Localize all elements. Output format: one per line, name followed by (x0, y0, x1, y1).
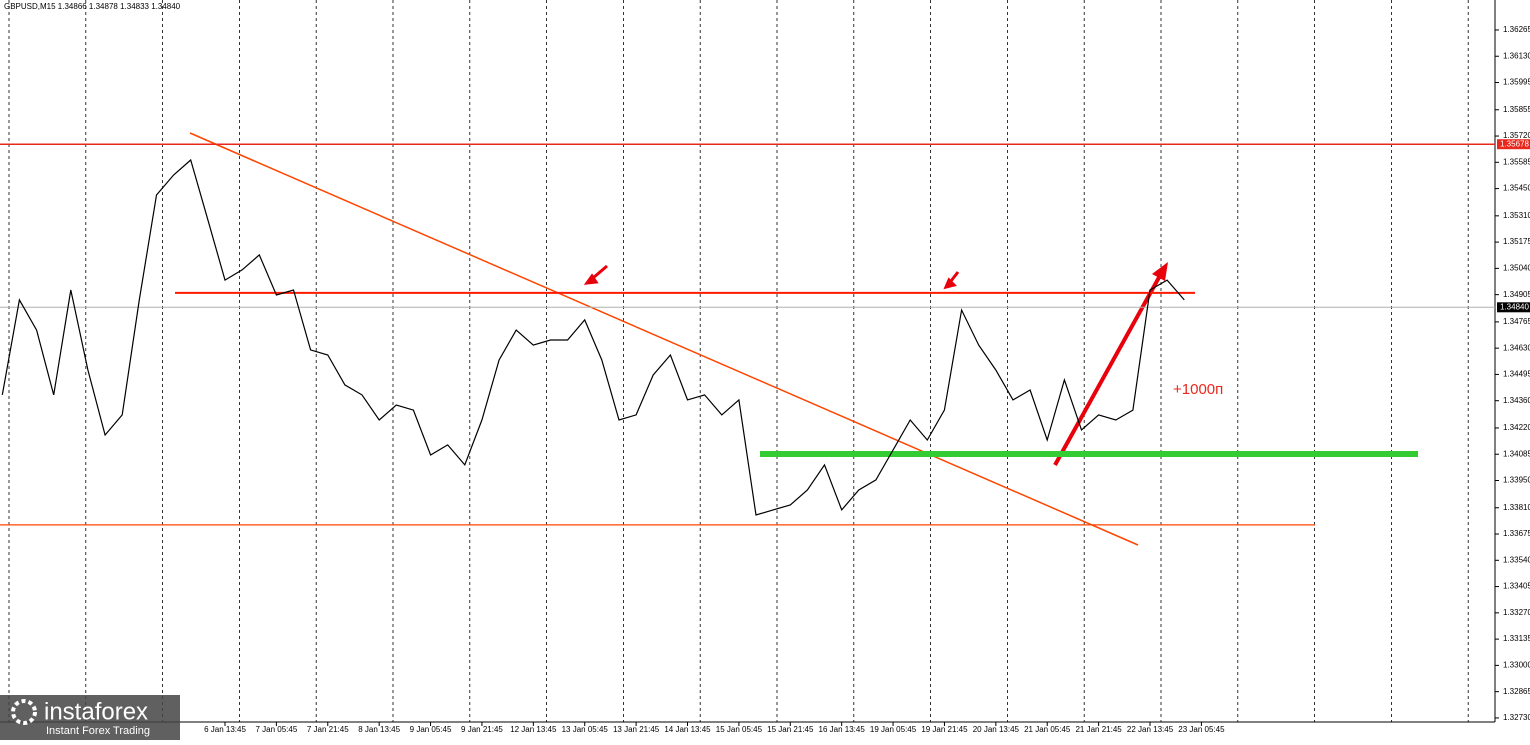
price-label-box (1497, 139, 1530, 150)
y-tick-label: 1.34630 (1503, 343, 1530, 352)
x-tick-label: 13 Jan 21:45 (613, 725, 660, 734)
x-tick-label: 12 Jan 13:45 (510, 725, 557, 734)
y-tick-label: 1.33270 (1503, 608, 1530, 617)
x-tick-label: 20 Jan 13:45 (973, 725, 1020, 734)
y-tick-label: 1.35720 (1503, 131, 1530, 140)
x-tick-label: 22 Jan 13:45 (1127, 725, 1174, 734)
y-tick-label: 1.35585 (1503, 157, 1530, 166)
x-tick-label: 21 Jan 21:45 (1075, 725, 1122, 734)
y-tick-label: 1.33000 (1503, 660, 1530, 669)
y-tick-label: 1.34360 (1503, 396, 1530, 405)
time-grid (8, 0, 1469, 722)
x-tick-label: 19 Jan 05:45 (870, 725, 917, 734)
x-tick-label: 23 Jan 05:45 (1178, 725, 1225, 734)
y-tick-label: 1.33950 (1503, 476, 1530, 485)
y-tick-label: 1.34765 (1503, 317, 1530, 326)
y-tick-label: 1.33810 (1503, 503, 1530, 512)
y-tick-label: 1.32865 (1503, 687, 1530, 696)
price-line (1, 158, 1185, 516)
price-label: 1.34840 (1500, 302, 1529, 311)
price-label: 1.35678 (1500, 139, 1529, 148)
chart-title: GBPUSD,M15 1.34866 1.34878 1.34833 1.348… (4, 2, 181, 11)
pointer-arrow (943, 271, 960, 290)
y-tick-label: 1.33405 (1503, 582, 1530, 591)
x-tick-label: 7 Jan 05:45 (255, 725, 297, 734)
x-tick-label: 13 Jan 05:45 (562, 725, 609, 734)
x-tick-label: 9 Jan 21:45 (461, 725, 503, 734)
y-tick-label: 1.35450 (1503, 184, 1530, 193)
annotation: +1000п (1173, 381, 1223, 398)
logo-icon (11, 699, 37, 725)
logo-tagline: Instant Forex Trading (46, 725, 150, 737)
y-tick-label: 1.34495 (1503, 370, 1530, 379)
y-tick-label: 1.34905 (1503, 290, 1530, 299)
x-tick-label: 9 Jan 05:45 (410, 725, 452, 734)
x-tick-label: 15 Jan 05:45 (716, 725, 763, 734)
x-tick-label: 8 Jan 13:45 (358, 725, 400, 734)
x-tick-label: 19 Jan 21:45 (921, 725, 968, 734)
y-tick-label: 1.35040 (1503, 263, 1530, 272)
x-tick-label: 16 Jan 13:45 (819, 725, 866, 734)
x-tick-label: 15 Jan 21:45 (767, 725, 814, 734)
y-tick-label: 1.32730 (1503, 713, 1530, 722)
y-tick-label: 1.33135 (1503, 634, 1530, 643)
pointer-arrow (583, 264, 608, 285)
move-arrow-head (1152, 262, 1168, 281)
y-tick-label: 1.34085 (1503, 449, 1530, 458)
y-tick-label: 1.35995 (1503, 78, 1530, 87)
price-label-box (1497, 302, 1530, 313)
y-tick-label: 1.34220 (1503, 423, 1530, 432)
y-tick-label: 1.35175 (1503, 237, 1530, 246)
y-tick-label: 1.36130 (1503, 51, 1530, 60)
y-tick-label: 1.35310 (1503, 211, 1530, 220)
x-tick-label: 6 Jan 13:45 (204, 725, 246, 734)
y-tick-label: 1.33675 (1503, 529, 1530, 538)
x-tick-label: 7 Jan 21:45 (307, 725, 349, 734)
x-tick-label: 14 Jan 13:45 (664, 725, 711, 734)
move-arrow (1053, 271, 1164, 466)
logo-brand: instaforex (44, 698, 148, 725)
trendline (189, 132, 1139, 546)
y-tick-label: 1.36265 (1503, 25, 1530, 34)
y-tick-label: 1.35855 (1503, 105, 1530, 114)
y-tick-label: 1.33540 (1503, 555, 1530, 564)
x-tick-label: 21 Jan 05:45 (1024, 725, 1071, 734)
